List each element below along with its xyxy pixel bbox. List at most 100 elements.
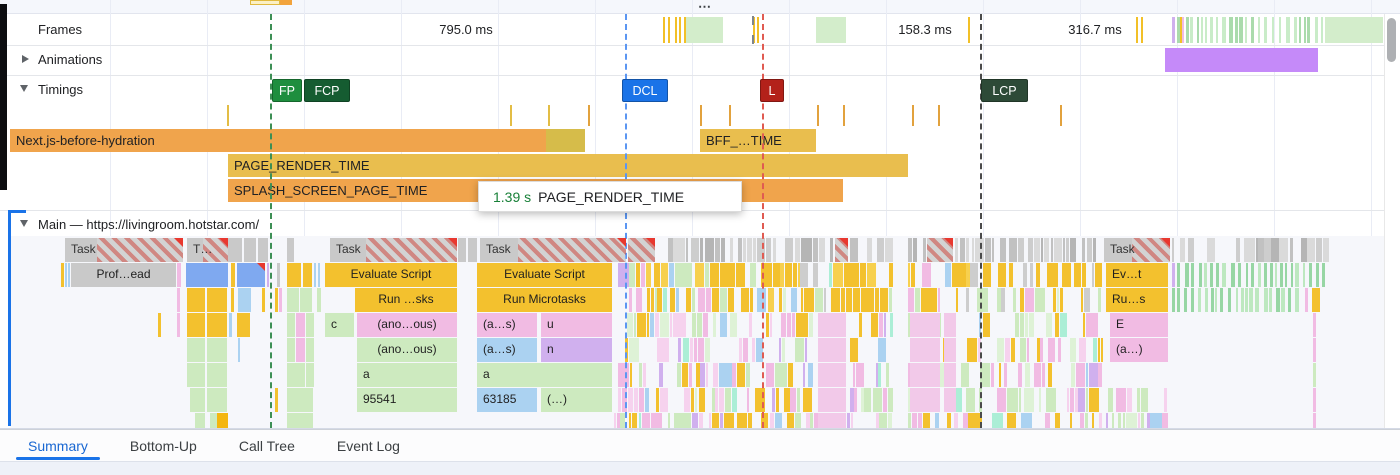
- frames-track-label[interactable]: Frames: [38, 22, 83, 37]
- long-task-bar[interactable]: Task: [480, 238, 626, 262]
- main-collapse-icon[interactable]: [20, 220, 28, 227]
- flame-mosaic-slice: [1052, 288, 1057, 312]
- flame-mosaic-slice: [650, 313, 655, 337]
- flame-mosaic-slice: [1163, 388, 1168, 412]
- vertical-scrollbar-thumb[interactable]: [1387, 18, 1396, 62]
- flame-mosaic-slice: [654, 313, 660, 337]
- user-timing-bar[interactable]: BFF_…TIME: [700, 129, 816, 152]
- flame-bar[interactable]: Run Microtasks: [477, 288, 612, 312]
- timing-badge-fp[interactable]: FP: [272, 79, 302, 102]
- flame-mosaic-slice: [784, 238, 793, 262]
- frame-green-block[interactable]: [1325, 17, 1383, 43]
- overview-selection-handle-end[interactable]: [280, 0, 292, 5]
- timings-collapse-icon[interactable]: [20, 85, 28, 92]
- overview-selection-handle[interactable]: [250, 0, 280, 5]
- flame-mosaic-slice: [908, 288, 915, 312]
- task-fragment[interactable]: [468, 238, 477, 262]
- flame-bar[interactable]: c: [325, 313, 354, 337]
- flame-bar[interactable]: (a…s): [477, 338, 537, 362]
- flame-mosaic-slice: [944, 313, 956, 337]
- flame-mosaic-slice: [1045, 388, 1056, 412]
- animation-bar[interactable]: [1165, 48, 1318, 72]
- flame-mosaic-slice: [1047, 263, 1059, 287]
- vertical-scrollbar-track[interactable]: [1384, 14, 1400, 428]
- flame-bar[interactable]: a: [357, 363, 457, 387]
- flame-mosaic-slice: [908, 263, 911, 287]
- flame-bar[interactable]: a: [477, 363, 612, 387]
- flame-mosaic-slice: [300, 288, 312, 312]
- flame-bar[interactable]: (a…s): [477, 313, 537, 337]
- frame-green-block[interactable]: [816, 17, 846, 43]
- flame-bar[interactable]: Run …sks: [355, 288, 457, 312]
- flame-bar[interactable]: 95541: [357, 388, 457, 412]
- timings-track-label[interactable]: Timings: [38, 82, 84, 97]
- timing-badge-l[interactable]: L: [760, 79, 784, 102]
- flame-mosaic-slice: [850, 413, 853, 428]
- drag-handle-icon[interactable]: ⋯: [698, 0, 712, 14]
- frame-green-block[interactable]: [685, 17, 723, 43]
- flame-bar[interactable]: E: [1110, 313, 1168, 337]
- timing-badge-lcp[interactable]: LCP: [981, 79, 1028, 102]
- long-task-bar[interactable]: T…: [187, 238, 228, 262]
- flame-bar[interactable]: Prof…ead: [71, 263, 176, 287]
- frame-partial-tick: [968, 17, 970, 43]
- flame-mosaic-slice: [1060, 288, 1063, 312]
- flame-mosaic-slice: [1069, 388, 1074, 412]
- flame-mosaic-slice: [1041, 363, 1046, 387]
- flame-mosaic-slice: [715, 238, 721, 262]
- flame-mosaic-slice: [802, 363, 805, 387]
- flame-mosaic-slice: [766, 313, 770, 337]
- task-fragment[interactable]: [244, 238, 256, 262]
- flame-bar[interactable]: 63185: [477, 388, 537, 412]
- flame-mosaic-slice: [795, 313, 809, 337]
- flame-bar[interactable]: (ano…ous): [357, 313, 457, 337]
- flame-mosaic-slice: [629, 288, 632, 312]
- flame-mosaic-slice: [287, 413, 313, 428]
- long-task-bar[interactable]: Task: [1104, 238, 1170, 262]
- flame-mosaic-slice: [855, 363, 865, 387]
- gc-stripe: [1249, 288, 1253, 312]
- animations-track-label[interactable]: Animations: [38, 52, 103, 67]
- flame-mosaic-slice: [207, 388, 227, 412]
- flame-bar[interactable]: (…): [541, 388, 612, 412]
- long-task-fragment[interactable]: [927, 238, 953, 262]
- timing-badge-dcl[interactable]: DCL: [622, 79, 668, 102]
- timing-badge-fcp[interactable]: FCP: [304, 79, 350, 102]
- flame-mosaic-slice: [1048, 338, 1055, 362]
- flame-bar[interactable]: Evaluate Script: [477, 263, 612, 287]
- task-fragment[interactable]: [228, 238, 242, 262]
- flame-bar[interactable]: n: [541, 338, 612, 362]
- flame-mosaic-slice: [306, 338, 314, 362]
- long-task-fragment[interactable]: [835, 238, 848, 262]
- flame-mosaic-slice: [757, 238, 766, 262]
- task-fragment[interactable]: [258, 238, 268, 262]
- flame-bar[interactable]: (a…): [1110, 338, 1168, 362]
- flame-mosaic-slice: [910, 338, 940, 362]
- flame-bar[interactable]: Ev…t: [1106, 263, 1168, 287]
- long-task-bar[interactable]: Task: [330, 238, 457, 262]
- user-timing-bar[interactable]: PAGE_RENDER_TIME: [228, 154, 908, 177]
- main-track-label[interactable]: Main — https://livingroom.hotstar.com/: [38, 217, 260, 232]
- tab-bottom-up[interactable]: Bottom-Up: [129, 437, 197, 454]
- flame-bar[interactable]: Ru…s: [1106, 288, 1168, 312]
- flame-mosaic-slice: [1045, 413, 1051, 428]
- flame-bar[interactable]: u: [541, 313, 612, 337]
- flame-mosaic-slice: [663, 288, 667, 312]
- flame-bar[interactable]: (ano…ous): [357, 338, 457, 362]
- flame-mosaic-slice: [1087, 238, 1093, 262]
- animations-expand-icon[interactable]: [22, 55, 29, 63]
- long-task-fragment[interactable]: [628, 238, 655, 262]
- tab-event-log[interactable]: Event Log: [336, 437, 400, 454]
- task-fragment[interactable]: [458, 238, 466, 262]
- overview-strip: [0, 0, 1400, 14]
- user-timing-bar[interactable]: Next.js-before-hydration: [10, 129, 546, 152]
- frame-stripe: [1190, 17, 1193, 43]
- flame-bar[interactable]: Evaluate Script: [325, 263, 457, 287]
- flame-mosaic-slice: [238, 288, 251, 312]
- tab-summary[interactable]: Summary: [14, 430, 102, 461]
- long-task-bar[interactable]: Task: [65, 238, 183, 262]
- task-fragment[interactable]: [287, 238, 294, 262]
- tab-call-tree[interactable]: Call Tree: [238, 437, 295, 454]
- flame-mosaic-slice: [187, 288, 205, 312]
